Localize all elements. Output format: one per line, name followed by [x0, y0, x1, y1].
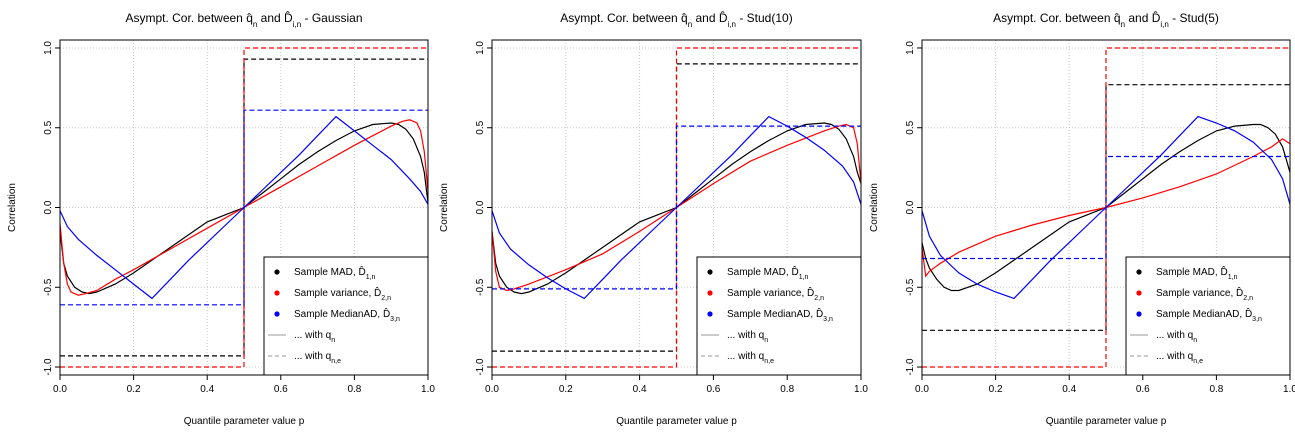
y-tick-label: 0.5 [475, 120, 486, 134]
x-tick-label: 0.0 [485, 384, 499, 395]
series-line-5 [922, 47, 1290, 368]
chart-title: Asympt. Cor. between q̂n and D̂i,n - Stu… [560, 10, 792, 28]
y-axis-label: Correlation [869, 183, 880, 232]
y-tick-label: 0.5 [43, 120, 54, 134]
series-line-6 [60, 109, 428, 306]
legend-label: ... with qn [727, 330, 768, 344]
chart-panel-1: 0.0 0.2 0.4 0.6 0.8 1.0 -1.0 -0.5 0.0 0.5 1.0 Asymp… [7, 10, 435, 427]
legend-label: ... with qn [1156, 330, 1197, 344]
y-tick-label: -0.5 [43, 278, 54, 296]
series-group [492, 47, 861, 368]
x-tick-label: 0.8 [347, 384, 361, 395]
y-tick-label: 1.0 [43, 41, 54, 55]
legend-label: Sample MedianAD, D̂3,n [727, 306, 833, 322]
legend: Sample MAD, D̂1,n Sample variance, D̂2,n S… [1125, 256, 1291, 376]
x-tick-label: 1.0 [854, 384, 868, 395]
x-tick-label: 1.0 [1283, 384, 1295, 395]
x-tick-label: 0.4 [633, 384, 647, 395]
legend-label: Sample variance, D̂2,n [727, 285, 824, 301]
legend-label: Sample MedianAD, D̂3,n [1156, 306, 1262, 322]
x-tick-label: 0.6 [1136, 384, 1150, 395]
legend-marker [707, 269, 713, 275]
x-axis-label: Quantile parameter value p [184, 416, 305, 427]
x-tick-label: 0.4 [1062, 384, 1076, 395]
x-tick-label: 0.2 [559, 384, 573, 395]
legend-marker [707, 290, 713, 296]
legend-marker [1136, 311, 1142, 317]
x-tick-label: 0.4 [200, 384, 214, 395]
legend-label: ... with qn,e [1156, 351, 1203, 365]
y-tick-label: 1.0 [905, 41, 916, 55]
chart-title: Asympt. Cor. between q̂n and D̂i,n - Gau… [125, 10, 362, 28]
y-tick-label: -0.5 [905, 278, 916, 296]
y-tick-label: -0.5 [475, 278, 486, 296]
legend-label: Sample MAD, D̂1,n [1156, 264, 1238, 280]
x-tick-label: 0.2 [989, 384, 1003, 395]
series-line-5 [60, 47, 428, 368]
legend-label: Sample MAD, D̂1,n [727, 264, 809, 280]
legend-label: Sample MedianAD, D̂3,n [294, 306, 400, 322]
y-tick-label: -1.0 [475, 358, 486, 376]
legend-label: ... with qn [294, 330, 335, 344]
y-tick-label: 0.0 [905, 200, 916, 214]
y-tick-label: 1.0 [475, 41, 486, 55]
legend: Sample MAD, D̂1,n Sample variance, D̂2,n S… [263, 256, 429, 376]
x-tick-label: 0.8 [780, 384, 794, 395]
legend-box [696, 256, 862, 376]
x-axis-label: Quantile parameter value p [616, 416, 737, 427]
y-axis-label: Correlation [439, 183, 450, 232]
legend-label: Sample variance, D̂2,n [1156, 285, 1253, 301]
x-tick-label: 0.8 [1209, 384, 1223, 395]
legend-box [263, 256, 429, 376]
legend-label: ... with qn,e [727, 351, 774, 365]
legend-marker [1136, 269, 1142, 275]
legend-label: ... with qn,e [294, 351, 341, 365]
x-tick-label: 1.0 [421, 384, 435, 395]
chart-panel-2: 0.0 0.2 0.4 0.6 0.8 1.0 -1.0 -0.5 0.0 0.5 1.0 Asymp… [439, 10, 868, 427]
y-tick-label: 0.5 [905, 120, 916, 134]
legend-marker [274, 311, 280, 317]
y-tick-label: 0.0 [475, 200, 486, 214]
series-group [60, 47, 428, 368]
legend-box [1125, 256, 1291, 376]
x-tick-label: 0.6 [706, 384, 720, 395]
legend-label: Sample variance, D̂2,n [294, 285, 391, 301]
y-tick-label: 0.0 [43, 200, 54, 214]
y-tick-label: -1.0 [43, 358, 54, 376]
x-tick-label: 0.2 [127, 384, 141, 395]
legend-marker [274, 269, 280, 275]
y-tick-label: -1.0 [905, 358, 916, 376]
legend-label: Sample MAD, D̂1,n [294, 264, 376, 280]
x-tick-label: 0.0 [915, 384, 929, 395]
x-axis-label: Quantile parameter value p [1046, 416, 1167, 427]
legend: Sample MAD, D̂1,n Sample variance, D̂2,n S… [696, 256, 862, 376]
legend-marker [707, 311, 713, 317]
series-line-2 [922, 138, 1290, 278]
x-tick-label: 0.0 [53, 384, 67, 395]
x-tick-label: 0.6 [274, 384, 288, 395]
y-axis-label: Correlation [7, 183, 18, 232]
series-line-6 [492, 125, 861, 290]
series-line-6 [922, 155, 1290, 260]
legend-marker [1136, 290, 1142, 296]
chart-panel-3: 0.0 0.2 0.4 0.6 0.8 1.0 -1.0 -0.5 0.0 0.5 1.0 Asymp… [869, 10, 1295, 427]
legend-marker [274, 290, 280, 296]
series-group [922, 47, 1290, 368]
chart-title: Asympt. Cor. between q̂n and D̂i,n - Stu… [993, 10, 1219, 28]
